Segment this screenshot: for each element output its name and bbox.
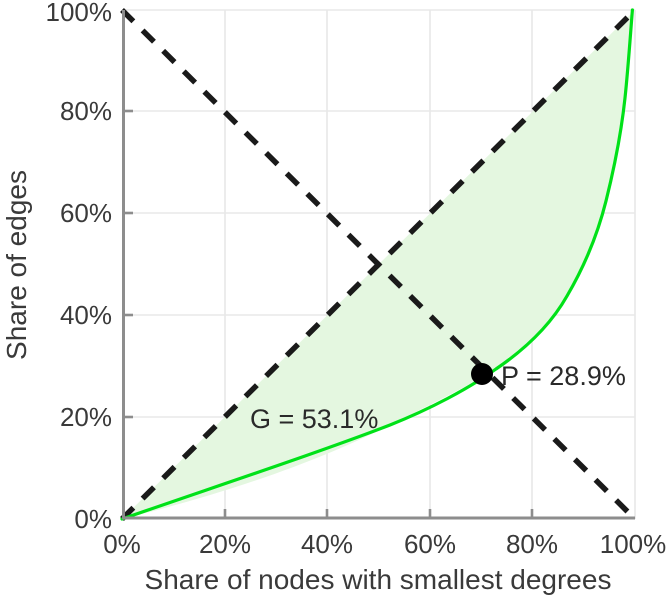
- x-tick-label-80: 80%: [506, 529, 558, 559]
- palma-point-marker: [471, 363, 493, 385]
- x-tick-label-60: 60%: [404, 529, 456, 559]
- x-axis-title: Share of nodes with smallest degrees: [145, 564, 612, 595]
- y-tick-label-0: 0%: [74, 504, 112, 534]
- y-tick-label-100: 100%: [46, 0, 113, 27]
- x-tick-label-100: 100%: [600, 529, 667, 559]
- x-tick-label-0: 0%: [103, 529, 141, 559]
- tick-marks: [124, 109, 534, 518]
- x-tick-label-40: 40%: [301, 529, 353, 559]
- palma-annotation-label: P = 28.9%: [501, 361, 626, 391]
- y-axis-title: Share of edges: [1, 170, 32, 360]
- y-tick-label-60: 60%: [60, 198, 112, 228]
- gini-annotation-label: G = 53.1%: [250, 404, 378, 434]
- axis-spines: [122, 10, 635, 520]
- y-tick-label-20: 20%: [60, 402, 112, 432]
- lorenz-curve: [120, 8, 634, 521]
- y-tick-label-40: 40%: [60, 300, 112, 330]
- x-tick-label-20: 20%: [199, 529, 251, 559]
- equality-dashed-line: [120, 8, 637, 521]
- y-tick-label-80: 80%: [60, 96, 112, 126]
